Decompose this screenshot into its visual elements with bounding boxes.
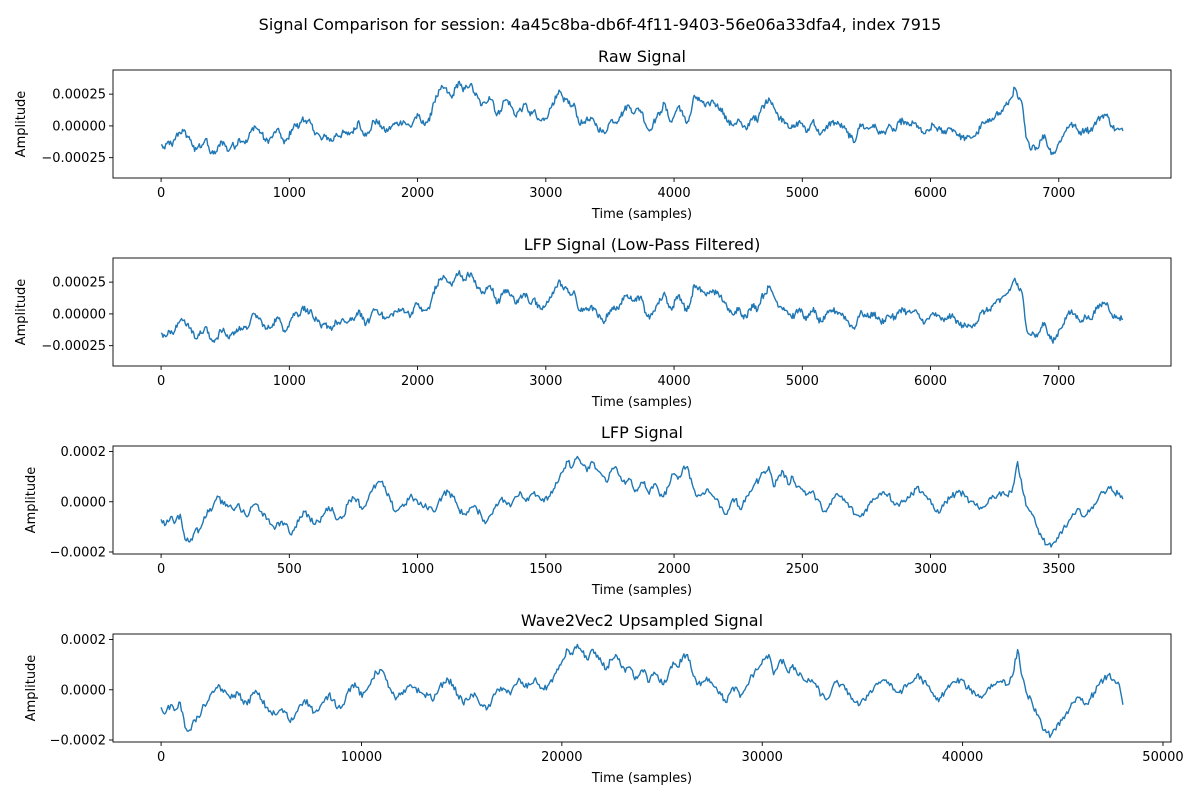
panel-title: Wave2Vec2 Upsampled Signal xyxy=(521,611,763,630)
y-tick-label: −0.0002 xyxy=(50,733,106,748)
x-tick-label: 1500 xyxy=(529,562,562,577)
panel-title: Raw Signal xyxy=(598,47,686,66)
x-tick-label: 2000 xyxy=(658,562,691,577)
x-axis-label: Time (samples) xyxy=(591,583,692,598)
x-tick-label: 3000 xyxy=(914,562,947,577)
y-axis-label: Amplitude xyxy=(24,467,39,534)
x-tick-label: 20000 xyxy=(541,750,582,765)
y-tick-label: 0.00000 xyxy=(52,119,106,134)
x-tick-label: 5000 xyxy=(786,186,819,201)
x-tick-label: 1000 xyxy=(273,186,306,201)
x-tick-label: 10000 xyxy=(341,750,382,765)
x-tick-label: 3000 xyxy=(529,374,562,389)
y-axis-label: Amplitude xyxy=(24,655,39,722)
axes-frame xyxy=(112,633,1172,743)
x-tick-label: 6000 xyxy=(914,186,947,201)
x-tick-label: 3500 xyxy=(1042,562,1075,577)
x-tick-label: 50000 xyxy=(1142,750,1183,765)
axes-frame xyxy=(112,257,1172,367)
x-axis-label: Time (samples) xyxy=(591,395,692,410)
signal-line xyxy=(160,270,1124,344)
panel-2: LFP Signal (Low-Pass Filtered) 0 1000 2000 3… xyxy=(14,235,1172,410)
x-tick-label: 3000 xyxy=(529,186,562,201)
x-tick-label: 1000 xyxy=(273,374,306,389)
x-tick-label: 30000 xyxy=(742,750,783,765)
x-tick-label: 1000 xyxy=(401,562,434,577)
x-tick-label: 5000 xyxy=(786,374,819,389)
x-tick-label: 40000 xyxy=(942,750,983,765)
y-tick-label: 0.00000 xyxy=(52,307,106,322)
x-axis-label: Time (samples) xyxy=(591,207,692,222)
y-tick-label: 0.0000 xyxy=(61,495,107,510)
x-tick-label: 0 xyxy=(157,374,165,389)
y-axis-label: Amplitude xyxy=(14,279,29,346)
y-tick-label: −0.00025 xyxy=(41,339,106,354)
panel-3: LFP Signal 0 500 1000 1500 2000 2500 3000 3500 −0… xyxy=(24,423,1172,598)
y-tick-label: 0.00025 xyxy=(52,276,106,291)
x-axis-label: Time (samples) xyxy=(591,771,692,786)
panel-title: LFP Signal xyxy=(601,423,683,442)
x-tick-label: 0 xyxy=(157,186,165,201)
x-tick-label: 2500 xyxy=(786,562,819,577)
figure-suptitle: Signal Comparison for session: 4a45c8ba-… xyxy=(259,15,942,34)
x-tick-label: 500 xyxy=(277,562,302,577)
y-axis-label: Amplitude xyxy=(14,91,29,158)
panel-4: Wave2Vec2 Upsampled Signal 0 10000 20000 300… xyxy=(24,611,1184,786)
x-tick-label: 6000 xyxy=(914,374,947,389)
x-tick-label: 0 xyxy=(157,562,165,577)
x-tick-label: 7000 xyxy=(1042,374,1075,389)
y-tick-label: 0.0002 xyxy=(61,445,107,460)
axes-frame xyxy=(112,69,1172,179)
x-tick-label: 4000 xyxy=(658,374,691,389)
y-tick-label: 0.0002 xyxy=(61,633,107,648)
y-tick-label: −0.0002 xyxy=(50,545,106,560)
signal-line xyxy=(160,455,1124,548)
y-tick-label: −0.00025 xyxy=(41,151,106,166)
x-tick-label: 2000 xyxy=(401,374,434,389)
x-tick-label: 2000 xyxy=(401,186,434,201)
x-tick-label: 4000 xyxy=(658,186,691,201)
signal-line xyxy=(160,643,1124,739)
y-tick-label: 0.0000 xyxy=(61,683,107,698)
panel-1: Raw Signal 0 1000 2000 3000 4000 5000 6000 7000 −… xyxy=(14,47,1172,222)
x-tick-label: 0 xyxy=(157,750,165,765)
y-tick-label: 0.00025 xyxy=(52,88,106,103)
axes-frame xyxy=(112,445,1172,555)
panel-title: LFP Signal (Low-Pass Filtered) xyxy=(524,235,761,254)
x-tick-label: 7000 xyxy=(1042,186,1075,201)
signal-line xyxy=(161,80,1124,156)
